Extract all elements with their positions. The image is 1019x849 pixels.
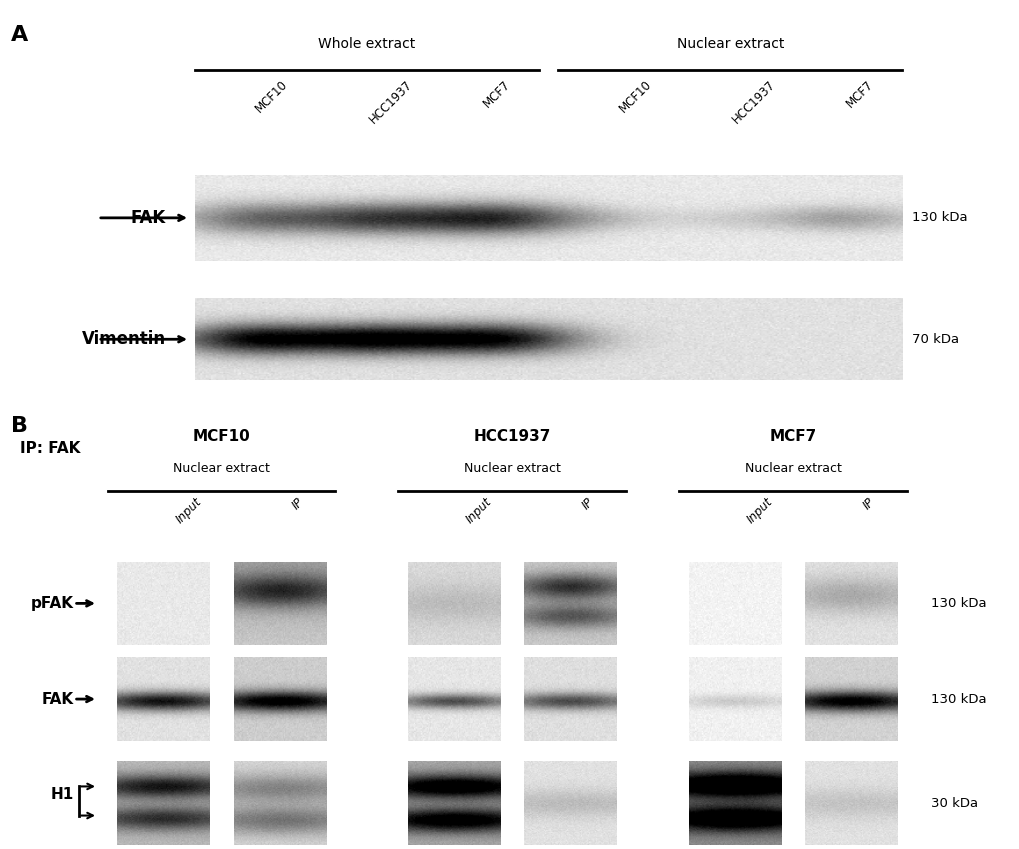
Text: Nuclear extract: Nuclear extract [173,462,270,475]
Text: A: A [10,25,28,46]
Text: 70 kDa: 70 kDa [911,333,958,346]
Text: HCC1937: HCC1937 [473,429,550,444]
Text: MCF7: MCF7 [768,429,816,444]
Text: HCC1937: HCC1937 [367,78,415,126]
Text: Nuclear extract: Nuclear extract [464,462,560,475]
Text: Input: Input [173,495,204,526]
Text: HCC1937: HCC1937 [730,78,777,126]
Text: IP: IP [289,495,306,512]
Text: Whole extract: Whole extract [318,37,415,51]
Text: B: B [10,416,28,436]
Text: 130 kDa: 130 kDa [930,693,986,706]
Text: Vimentin: Vimentin [82,330,165,348]
Text: pFAK: pFAK [31,596,73,611]
Text: 30 kDa: 30 kDa [930,796,977,810]
Text: MCF10: MCF10 [616,78,653,115]
Text: 130 kDa: 130 kDa [911,211,967,224]
Text: MCF10: MCF10 [253,78,290,115]
Text: Input: Input [744,495,774,526]
Text: Nuclear extract: Nuclear extract [744,462,841,475]
Text: IP: IP [580,495,596,512]
Text: IP: FAK: IP: FAK [20,441,81,456]
Text: MCF7: MCF7 [480,78,512,110]
Text: FAK: FAK [42,692,73,706]
Text: MCF7: MCF7 [843,78,875,110]
Text: H1: H1 [50,787,73,802]
Text: 130 kDa: 130 kDa [930,597,986,610]
Text: MCF10: MCF10 [193,429,250,444]
Text: Nuclear extract: Nuclear extract [676,37,784,51]
Text: IP: IP [860,495,877,512]
Text: Input: Input [464,495,494,526]
Text: FAK: FAK [130,209,165,227]
